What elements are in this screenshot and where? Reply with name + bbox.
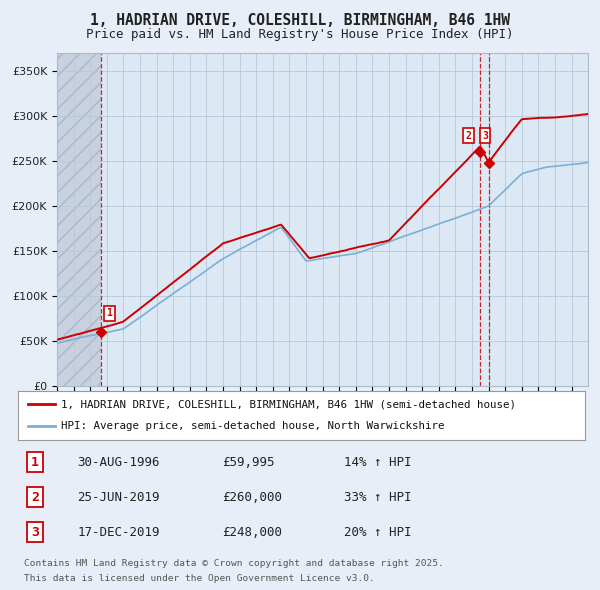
Text: 1, HADRIAN DRIVE, COLESHILL, BIRMINGHAM, B46 1HW: 1, HADRIAN DRIVE, COLESHILL, BIRMINGHAM,… (90, 13, 510, 28)
Text: This data is licensed under the Open Government Licence v3.0.: This data is licensed under the Open Gov… (23, 574, 374, 583)
Text: 2: 2 (31, 490, 39, 504)
Text: Contains HM Land Registry data © Crown copyright and database right 2025.: Contains HM Land Registry data © Crown c… (23, 559, 443, 568)
Text: 2: 2 (466, 131, 471, 140)
Text: 1: 1 (31, 455, 39, 468)
Text: 14% ↑ HPI: 14% ↑ HPI (344, 455, 412, 468)
Text: 20% ↑ HPI: 20% ↑ HPI (344, 526, 412, 539)
Text: 1: 1 (106, 308, 112, 318)
Text: 3: 3 (482, 131, 488, 140)
Text: 30-AUG-1996: 30-AUG-1996 (77, 455, 160, 468)
Text: 3: 3 (31, 526, 39, 539)
Text: 1, HADRIAN DRIVE, COLESHILL, BIRMINGHAM, B46 1HW (semi-detached house): 1, HADRIAN DRIVE, COLESHILL, BIRMINGHAM,… (61, 399, 515, 409)
Text: £59,995: £59,995 (222, 455, 275, 468)
Text: HPI: Average price, semi-detached house, North Warwickshire: HPI: Average price, semi-detached house,… (61, 421, 444, 431)
Text: £260,000: £260,000 (222, 490, 282, 504)
Text: £248,000: £248,000 (222, 526, 282, 539)
Bar (57, 53, 101, 386)
Text: 33% ↑ HPI: 33% ↑ HPI (344, 490, 412, 504)
Text: 17-DEC-2019: 17-DEC-2019 (77, 526, 160, 539)
Text: 25-JUN-2019: 25-JUN-2019 (77, 490, 160, 504)
Text: Price paid vs. HM Land Registry's House Price Index (HPI): Price paid vs. HM Land Registry's House … (86, 28, 514, 41)
